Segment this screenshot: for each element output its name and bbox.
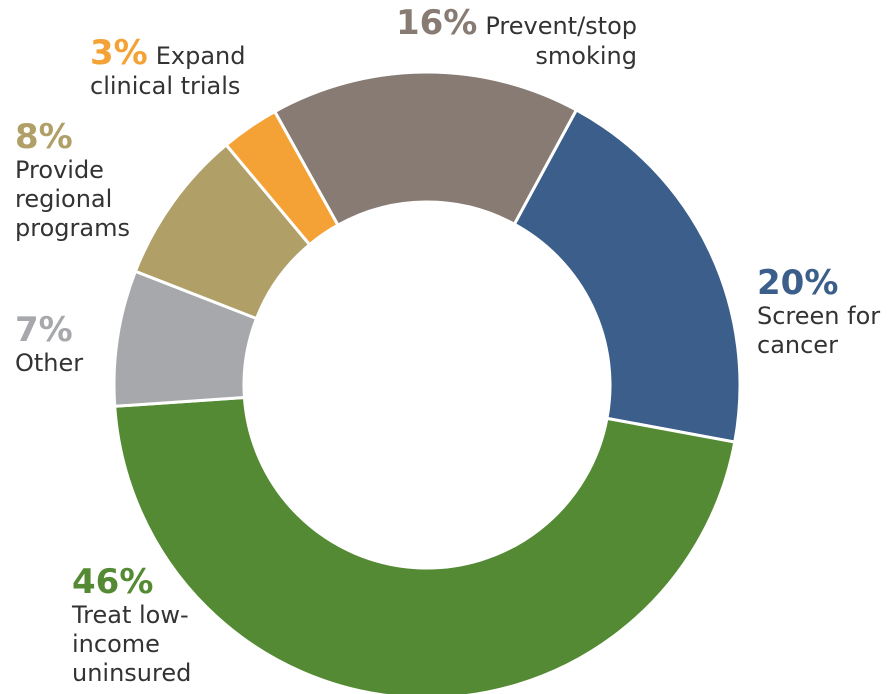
category-label: Expand clinical trials (90, 42, 246, 100)
percent-label: 16% (395, 3, 478, 43)
percent-label: 8% (15, 117, 73, 157)
percent-label: 20% (757, 263, 839, 303)
donut-segment (272, 70, 579, 228)
category-label: Provide regional programs (15, 156, 130, 242)
segment-label: 7% Other (15, 311, 135, 378)
category-label: Other (15, 349, 84, 377)
percent-label: 46% (72, 562, 154, 602)
donut-segment (512, 107, 742, 444)
segment-label: 20% Screen for cancer (757, 264, 892, 360)
donut-segment (113, 395, 737, 694)
segment-label: 16% Prevent/stop smoking (385, 4, 637, 71)
segment-label: 3% Expand clinical trials (90, 34, 260, 101)
segment-label: 8% Provide regional programs (15, 118, 145, 243)
category-label: Treat low-income uninsured (72, 601, 192, 687)
percent-label: 7% (15, 310, 73, 350)
category-label: Screen for cancer (757, 302, 881, 359)
category-label: Prevent/stop smoking (485, 12, 637, 70)
percent-label: 3% (90, 33, 148, 73)
segment-label: 46% Treat low-income uninsured (72, 563, 232, 688)
